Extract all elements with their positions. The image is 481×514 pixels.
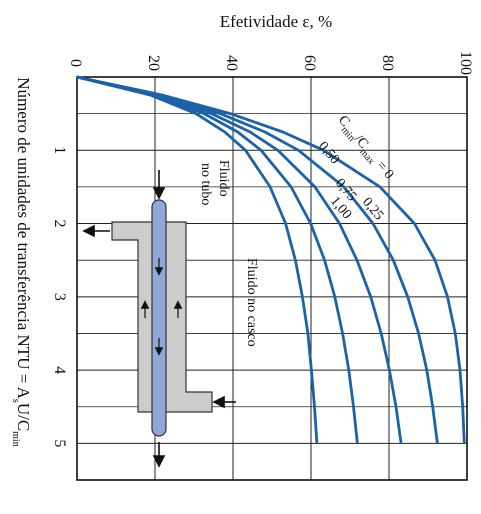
x-axis-title-main: Número de unidades de transferência NTU …	[14, 77, 33, 399]
annotations: Fluido no tubo Fluido no casco Cmin/Cmax…	[198, 113, 396, 347]
series-curves	[76, 75, 466, 444]
eff-tick-label-1: 20	[145, 55, 162, 71]
param-label: Cmin/Cmax= 0	[333, 113, 397, 184]
series-curve-0	[76, 75, 466, 444]
grid	[76, 76, 468, 480]
series-label-0-50: 0,50	[315, 139, 342, 167]
shell-tube-schematic	[82, 170, 236, 468]
param-eq: = 0	[373, 158, 396, 182]
eff-tick-label-2: 40	[223, 55, 240, 71]
shell-fluid-label: Fluido no casco	[244, 258, 259, 347]
eff-tick-label-3: 60	[301, 55, 318, 71]
x-axis-title-sub-s: s	[10, 399, 21, 403]
y-tick-labels: 0 20 40 60 80 100	[67, 51, 474, 75]
x-axis-title-tail: U/C	[14, 403, 33, 431]
series-curve-3	[76, 75, 359, 444]
ntu-tick-label-4: 5	[51, 439, 68, 447]
series-curve-4	[76, 75, 319, 444]
ntu-tick-label-1: 2	[51, 220, 68, 228]
x-axis-title: Número de unidades de transferência NTU …	[10, 77, 33, 446]
tube-fluid-label-2: no tubo	[198, 163, 213, 205]
flow-arrows	[82, 170, 236, 468]
eff-tick-label-5: 100	[457, 51, 474, 75]
series-curve-2	[76, 75, 403, 444]
ntu-tick-label-3: 4	[51, 366, 68, 374]
x-axis-title-sub-min: min	[10, 431, 21, 447]
plot-frame	[76, 76, 468, 481]
ntu-tick-label-2: 3	[51, 293, 68, 301]
series-label-0-25: 0,25	[359, 195, 386, 223]
y-axis-title: Efetividade ε, %	[220, 12, 332, 31]
tube-fluid-label-1: Fluido	[216, 160, 231, 197]
series-curve-1	[76, 75, 439, 444]
eff-tick-label-4: 80	[379, 55, 396, 71]
ntu-tick-label-0: 1	[51, 146, 68, 154]
tube	[151, 199, 167, 437]
eff-tick-label-0: 0	[67, 59, 84, 67]
x-tick-labels: 1 2 3 4 5	[51, 146, 68, 447]
